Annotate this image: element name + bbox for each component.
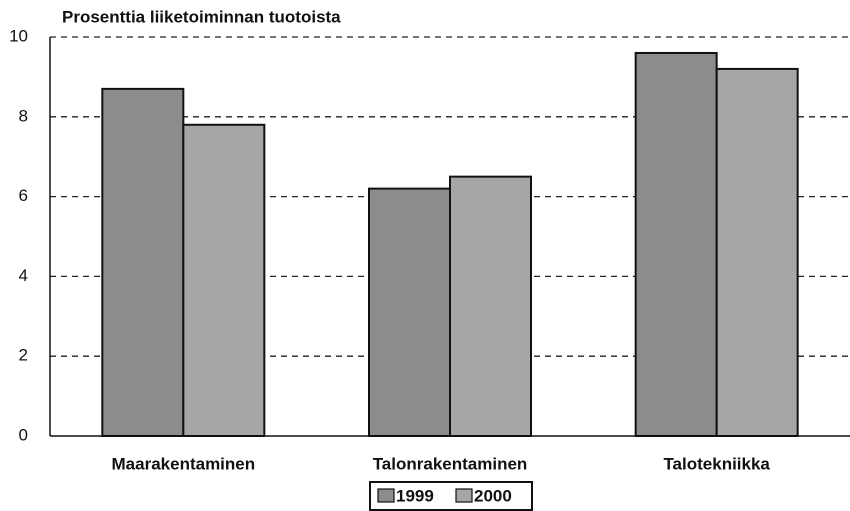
y-tick-label: 6 [19,186,28,205]
legend-swatch [455,488,473,503]
legend-label: 1999 [396,486,434,505]
x-tick-label: Maarakentaminen [112,454,256,473]
legend-label: 2000 [474,486,512,505]
y-tick-label: 10 [9,26,28,45]
bar [634,51,718,438]
bar [449,175,532,437]
y-tick-label: 4 [19,266,28,285]
chart-title: Prosenttia liiketoiminnan tuotoista [62,7,341,26]
bar [715,67,799,437]
y-tick-label: 8 [19,106,28,125]
bar [368,187,451,437]
legend-swatch [377,488,395,503]
bar [182,123,266,437]
y-tick-label: 0 [19,425,28,444]
y-tick-label: 2 [19,346,28,365]
legend-box [369,481,533,511]
x-tick-label: Talotekniikka [663,454,770,473]
legend: 1999 2000 [369,481,533,511]
x-tick-label: Talonrakentaminen [373,454,528,473]
bar [101,87,185,438]
